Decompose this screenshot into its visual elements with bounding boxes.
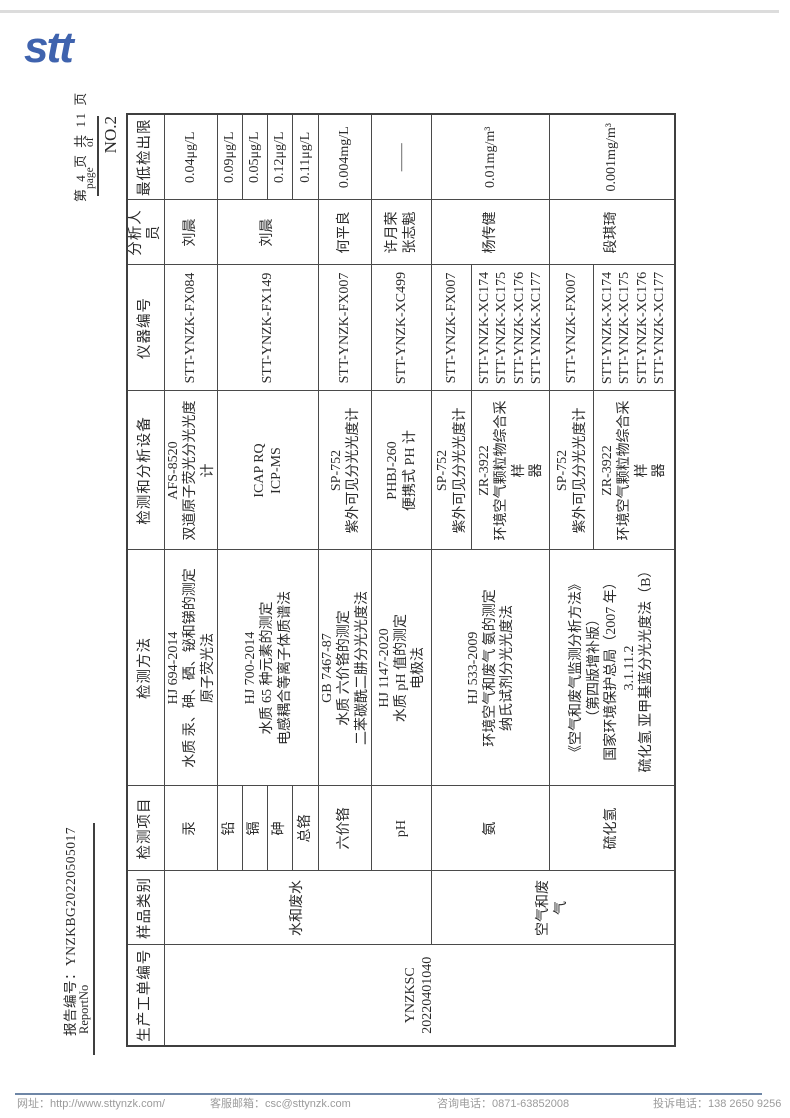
cell-device-hg: AFS-8520 双道原子荧光分光光度计 bbox=[164, 391, 218, 550]
cell-item-ph: pH bbox=[371, 786, 432, 871]
cell-item-arsenic: 砷 bbox=[267, 786, 293, 871]
table-header-row: 生产工单编号 样品类别 检测项目 检测方法 检测和分析设备 仪器编号 分析人员 … bbox=[127, 114, 165, 1046]
cell-item-ammonia: 氨 bbox=[431, 786, 550, 871]
column-header-analyst: 分析人员 bbox=[127, 200, 165, 265]
cell-item-h2s: 硫化氢 bbox=[549, 786, 675, 871]
cell-device-ammonia-a: SP-752 紫外可见分光光度计 bbox=[431, 391, 472, 550]
cell-method-hg: HJ 694-2014 水质 汞、砷、硒、铋和锑的测定 原子荧光法 bbox=[164, 550, 218, 786]
footer-email: 客服邮箱：csc@sttynzk.com bbox=[210, 1098, 351, 1110]
cell-analyst-ph: 许月荣 张志魁 bbox=[371, 200, 432, 265]
footer-complaint-phone: 投诉电话：138 2650 9256 bbox=[653, 1098, 782, 1110]
table-row-mercury: YNZKSC 20220401040 水和废水 汞 HJ 694-2014 水质… bbox=[164, 114, 675, 1046]
cell-device-h2s-b: ZR-3922 环境空气颗粒物综合采样 器 bbox=[593, 391, 675, 550]
page-word-label: page bbox=[84, 167, 96, 189]
cell-limit-chromium: 0.11μg/L bbox=[292, 114, 319, 200]
cell-instrument-metals: STT-YNZK-FX149 bbox=[217, 265, 319, 391]
cell-analyst-cr6: 何平良 bbox=[318, 200, 372, 265]
report-number-underline bbox=[93, 823, 95, 1055]
cell-method-cr6: GB 7467-87 水质 六价铬的测定 二苯碳酰二肼分光光度法 bbox=[318, 550, 372, 786]
cell-device-cr6: SP-752 紫外可见分光光度计 bbox=[318, 391, 372, 550]
cell-method-ph: HJ 1147-2020 水质 pH 值的测定 电极法 bbox=[371, 550, 432, 786]
footer-phone: 咨询电话：0871-63852008 bbox=[437, 1098, 570, 1110]
cell-method-metals: HJ 700-2014 水质 65 种元素的测定 电感耦合等离子体质谱法 bbox=[217, 550, 319, 786]
cell-instrument-ammonia-a: STT-YNZK-FX007 bbox=[431, 265, 472, 391]
cell-item-cadmium: 镉 bbox=[242, 786, 268, 871]
cell-instrument-hg: STT-YNZK-FX084 bbox=[164, 265, 218, 391]
cell-order-no: YNZKSC 20220401040 bbox=[164, 945, 675, 1046]
cell-device-ph: PHBJ-260 便携式 PH 计 bbox=[371, 391, 432, 550]
column-header-equipment: 检测和分析设备 bbox=[127, 391, 165, 550]
cell-device-h2s-a: SP-752 紫外可见分光光度计 bbox=[549, 391, 594, 550]
cell-device-ammonia-b: ZR-3922 环境空气颗粒物综合采样 器 bbox=[471, 391, 550, 550]
sheet-number: NO.2 bbox=[101, 116, 120, 154]
column-header-instrument-no: 仪器编号 bbox=[127, 265, 165, 391]
column-header-test-method: 检测方法 bbox=[127, 550, 165, 786]
cell-device-metals: ICAP RQ ICP-MS bbox=[217, 391, 319, 550]
cell-limit-cr6: 0.004mg/L bbox=[318, 114, 372, 200]
cell-instrument-cr6: STT-YNZK-FX007 bbox=[318, 265, 372, 391]
report-number-en-label: ReportNo bbox=[77, 984, 91, 1034]
column-header-test-item: 检测项目 bbox=[127, 786, 165, 871]
page-number-underline bbox=[97, 116, 99, 196]
footer-website: 网址：http://www.sttynzk.com/ bbox=[17, 1098, 165, 1110]
cell-instrument-ammonia-b: STT-YNZK-XC174 STT-YNZK-XC175 STT-YNZK-X… bbox=[471, 265, 550, 391]
test-results-table: 生产工单编号 样品类别 检测项目 检测方法 检测和分析设备 仪器编号 分析人员 … bbox=[126, 113, 676, 1047]
column-header-detection-limit: 最低检出限 bbox=[127, 114, 165, 200]
cell-item-lead: 铅 bbox=[217, 786, 243, 871]
scan-edge-line bbox=[0, 10, 779, 13]
cell-method-h2s: 《空气和废气监测分析方法》 （第四版增补版） 国家环境保护总局（2007 年）3… bbox=[549, 550, 675, 786]
cell-analyst-ammonia: 杨传健 bbox=[431, 200, 550, 265]
of-word-label: of bbox=[84, 137, 96, 147]
cell-limit-ammonia: 0.01mg/m³ bbox=[431, 114, 550, 200]
footer-rule bbox=[15, 1093, 762, 1095]
table-row-ammonia-a: 空气和废气 氨 HJ 533-2009 环境空气和废气 氨的测定 纳氏试剂分光光… bbox=[431, 114, 675, 1046]
report-number: 报告编号：YNZKBG20220505017 bbox=[63, 827, 78, 1036]
cell-item-chromium: 总铬 bbox=[292, 786, 319, 871]
cell-limit-hg: 0.04μg/L bbox=[164, 114, 218, 200]
cell-limit-ph: —— bbox=[371, 114, 432, 200]
cell-limit-arsenic: 0.12μg/L bbox=[267, 114, 293, 200]
cell-instrument-h2s-b: STT-YNZK-XC174 STT-YNZK-XC175 STT-YNZK-X… bbox=[593, 265, 675, 391]
cell-item-mercury: 汞 bbox=[164, 786, 218, 871]
cell-instrument-h2s-a: STT-YNZK-FX007 bbox=[549, 265, 594, 391]
column-header-sample-category: 样品类别 bbox=[127, 871, 165, 945]
cell-limit-h2s: 0.001mg/m³ bbox=[549, 114, 675, 200]
cell-instrument-ph: STT-YNZK-XC499 bbox=[371, 265, 432, 391]
cell-analyst-hg: 刘晨 bbox=[164, 200, 218, 265]
cell-category-air: 空气和废气 bbox=[431, 871, 675, 945]
cell-category-water: 水和废水 bbox=[164, 871, 432, 945]
stt-logo: stt bbox=[24, 23, 74, 72]
column-header-order-no: 生产工单编号 bbox=[127, 945, 165, 1046]
cell-item-cr6: 六价铬 bbox=[318, 786, 372, 871]
cell-limit-lead: 0.09μg/L bbox=[217, 114, 243, 200]
cell-analyst-metals: 刘晨 bbox=[217, 200, 319, 265]
cell-limit-cadmium: 0.05μg/L bbox=[242, 114, 268, 200]
cell-analyst-h2s: 段琪琦 bbox=[549, 200, 675, 265]
cell-method-ammonia: HJ 533-2009 环境空气和废气 氨的测定 纳氏试剂分光光度法 bbox=[431, 550, 550, 786]
